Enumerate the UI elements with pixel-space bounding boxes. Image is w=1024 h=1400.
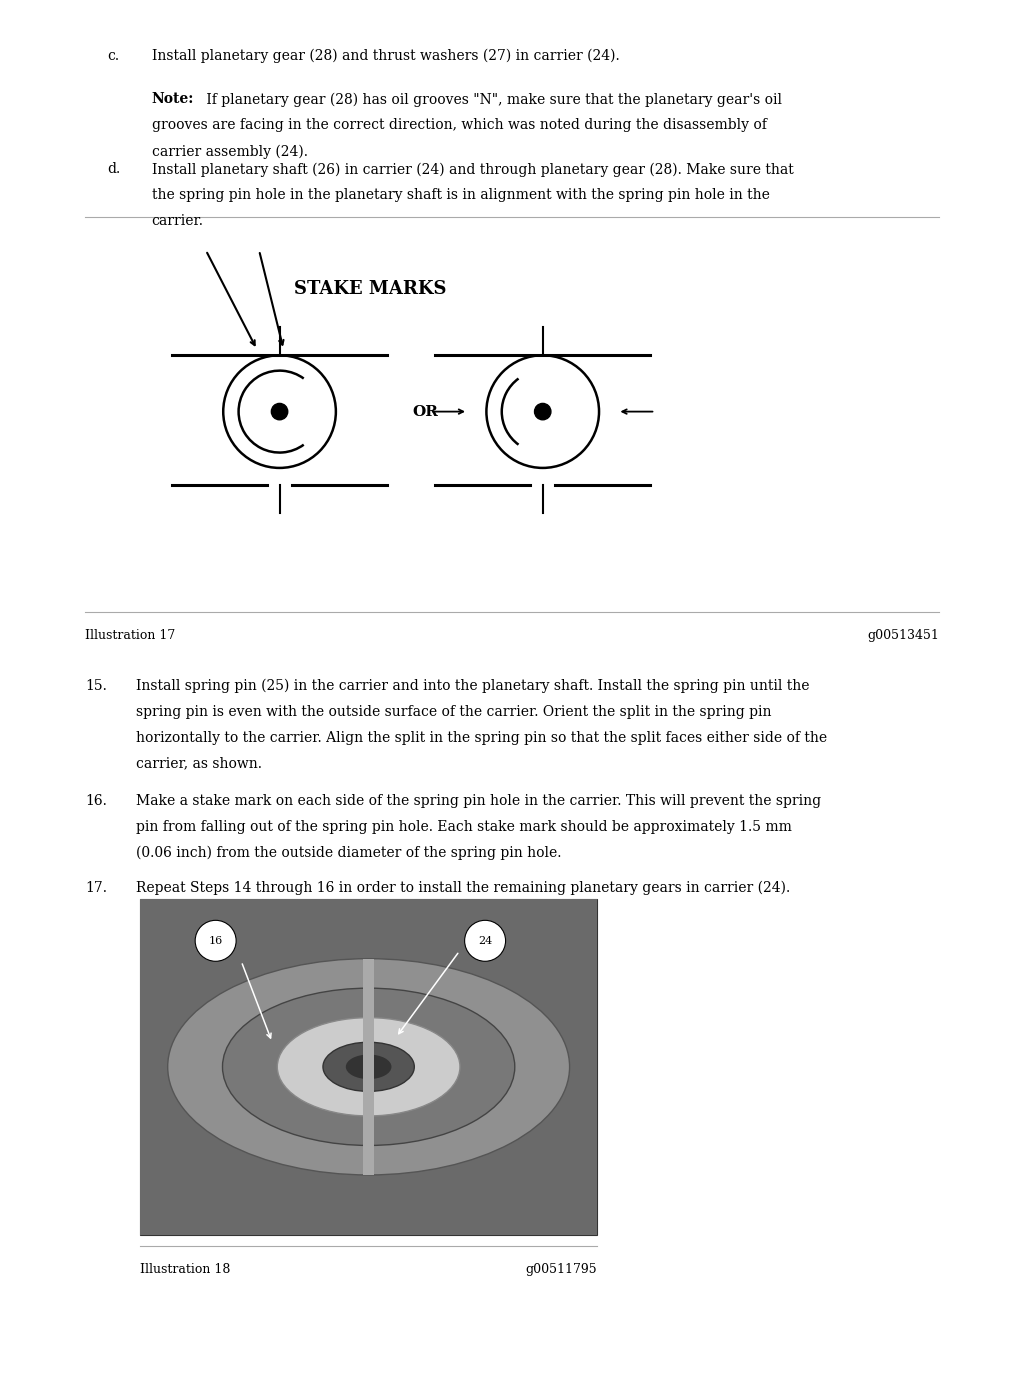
Text: 16: 16 xyxy=(209,935,223,946)
Text: d.: d. xyxy=(108,162,121,176)
Text: pin from falling out of the spring pin hole. Each stake mark should be approxima: pin from falling out of the spring pin h… xyxy=(136,820,793,834)
Text: OR: OR xyxy=(412,405,438,419)
Text: 16.: 16. xyxy=(85,794,106,808)
Text: Install planetary gear (28) and thrust washers (27) in carrier (24).: Install planetary gear (28) and thrust w… xyxy=(152,49,620,63)
Text: horizontally to the carrier. Align the split in the spring pin so that the split: horizontally to the carrier. Align the s… xyxy=(136,731,827,745)
Text: 24: 24 xyxy=(478,935,493,946)
Text: Illustration 18: Illustration 18 xyxy=(140,1263,230,1275)
Text: Make a stake mark on each side of the spring pin hole in the carrier. This will : Make a stake mark on each side of the sp… xyxy=(136,794,821,808)
Text: Repeat Steps 14 through 16 in order to install the remaining planetary gears in : Repeat Steps 14 through 16 in order to i… xyxy=(136,881,791,895)
Bar xyxy=(362,959,375,1175)
Text: Illustration 17: Illustration 17 xyxy=(85,629,175,641)
Text: grooves are facing in the correct direction, which was noted during the disassem: grooves are facing in the correct direct… xyxy=(152,119,766,132)
Ellipse shape xyxy=(168,959,569,1175)
Ellipse shape xyxy=(196,920,237,962)
Text: Install planetary shaft (26) in carrier (24) and through planetary gear (28). Ma: Install planetary shaft (26) in carrier … xyxy=(152,162,794,176)
Ellipse shape xyxy=(278,1018,460,1116)
Ellipse shape xyxy=(271,403,288,420)
Ellipse shape xyxy=(346,1054,391,1079)
Text: STAKE MARKS: STAKE MARKS xyxy=(294,280,446,298)
Ellipse shape xyxy=(222,988,515,1145)
Text: Install spring pin (25) in the carrier and into the planetary shaft. Install the: Install spring pin (25) in the carrier a… xyxy=(136,679,810,693)
Text: If planetary gear (28) has oil grooves "N", make sure that the planetary gear's : If planetary gear (28) has oil grooves "… xyxy=(202,92,781,106)
Bar xyxy=(140,899,597,1235)
Bar xyxy=(140,899,597,1235)
Text: g00513451: g00513451 xyxy=(867,629,939,641)
Text: (0.06 inch) from the outside diameter of the spring pin hole.: (0.06 inch) from the outside diameter of… xyxy=(136,846,562,860)
Text: carrier.: carrier. xyxy=(152,214,204,228)
Text: carrier assembly (24).: carrier assembly (24). xyxy=(152,144,307,158)
Text: 15.: 15. xyxy=(85,679,106,693)
Text: 17.: 17. xyxy=(85,881,106,895)
Text: the spring pin hole in the planetary shaft is in alignment with the spring pin h: the spring pin hole in the planetary sha… xyxy=(152,188,769,202)
Text: c.: c. xyxy=(108,49,120,63)
Text: Note:: Note: xyxy=(152,92,194,106)
Text: spring pin is even with the outside surface of the carrier. Orient the split in : spring pin is even with the outside surf… xyxy=(136,706,772,720)
Text: g00511795: g00511795 xyxy=(525,1263,597,1275)
Ellipse shape xyxy=(535,403,551,420)
Ellipse shape xyxy=(465,920,506,962)
Text: carrier, as shown.: carrier, as shown. xyxy=(136,756,262,770)
Ellipse shape xyxy=(323,1042,415,1092)
